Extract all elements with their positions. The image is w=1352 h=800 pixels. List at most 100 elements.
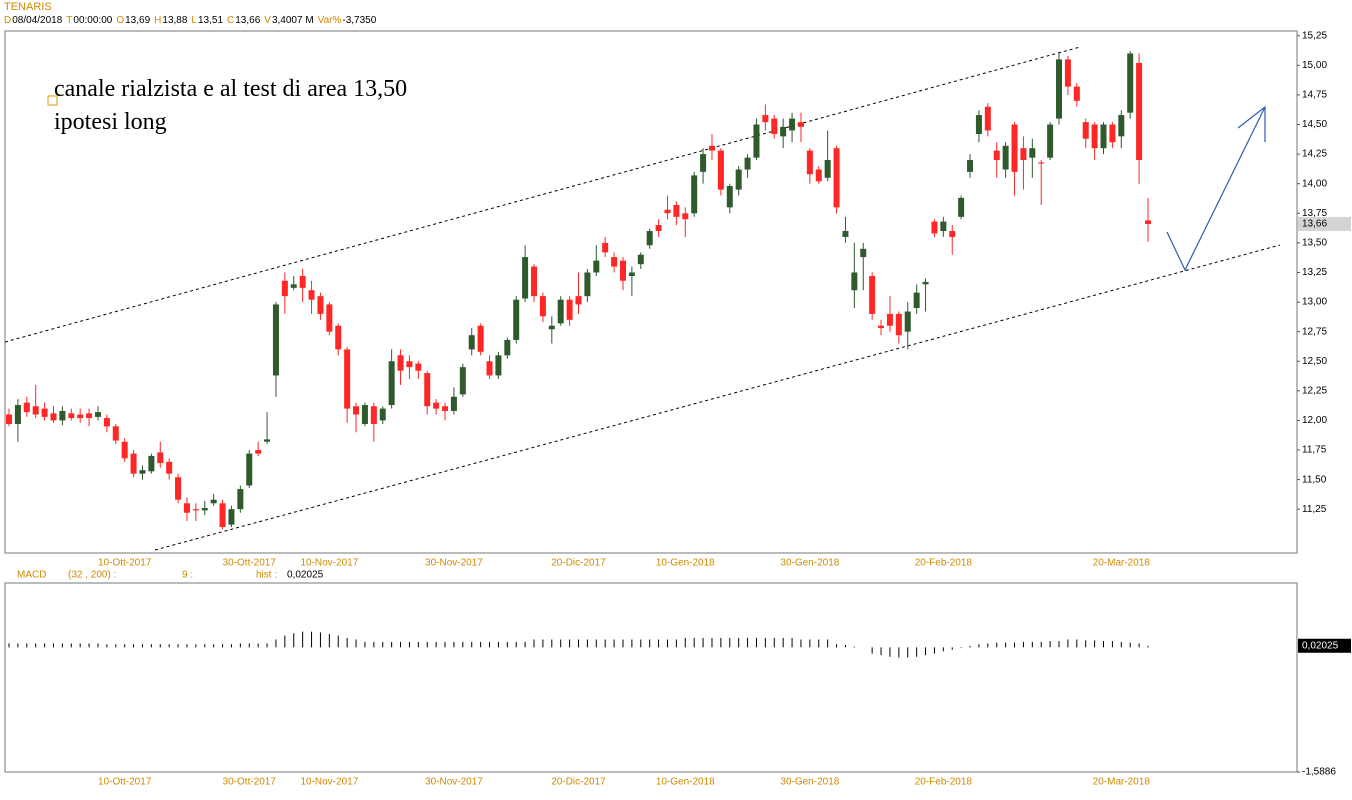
y-tick-label: 13,25 bbox=[1302, 267, 1327, 278]
candle-body bbox=[112, 426, 119, 441]
x-tick-label: 30-Gen-2018 bbox=[780, 777, 839, 788]
macd-hist-value: 0,02025 bbox=[287, 570, 324, 581]
candle-body bbox=[77, 414, 84, 419]
legend-value: 3,4007 M bbox=[271, 15, 314, 26]
candle-body bbox=[673, 205, 680, 217]
candle-body bbox=[628, 272, 635, 277]
candle-body bbox=[584, 272, 591, 297]
legend-key: Var% bbox=[317, 15, 342, 26]
candle-body bbox=[1047, 124, 1054, 158]
candle-body bbox=[290, 284, 297, 288]
candle-body bbox=[833, 148, 840, 208]
x-tick-label: 20-Feb-2018 bbox=[915, 777, 973, 788]
last-value-label: 13,66 bbox=[1302, 219, 1327, 230]
candle-body bbox=[210, 499, 217, 504]
x-tick-label: 20-Mar-2018 bbox=[1093, 558, 1151, 569]
candle-body bbox=[468, 335, 475, 350]
y-tick-label: 13,75 bbox=[1302, 208, 1327, 219]
y-tick-label: 12,75 bbox=[1302, 326, 1327, 337]
x-tick-label: 20-Dic-2017 bbox=[551, 777, 606, 788]
annotation-anchor bbox=[47, 95, 58, 106]
x-tick-label: 30-Nov-2017 bbox=[425, 558, 483, 569]
candle-body bbox=[922, 281, 929, 285]
candle-body bbox=[726, 186, 733, 208]
candle-body bbox=[442, 406, 449, 411]
y-tick-label: 12,00 bbox=[1302, 415, 1327, 426]
candle-body bbox=[700, 154, 707, 172]
y-tick-label: 11,75 bbox=[1302, 445, 1327, 456]
y-tick-label: 14,50 bbox=[1302, 119, 1327, 130]
legend-item: L13,51 bbox=[191, 15, 223, 26]
legend-item: H13,88 bbox=[154, 15, 187, 26]
candle-body bbox=[317, 296, 324, 314]
candle-body bbox=[335, 325, 342, 350]
x-tick-label: 10-Ott-2017 bbox=[98, 777, 152, 788]
candle-body bbox=[495, 355, 502, 376]
y-tick-label: 14,00 bbox=[1302, 178, 1327, 189]
candle-body bbox=[272, 304, 279, 376]
legend-item: V3,4007 M bbox=[264, 15, 313, 26]
candle-body bbox=[326, 304, 333, 332]
candle-body bbox=[397, 355, 404, 371]
y-tick-label: 13,50 bbox=[1302, 238, 1327, 249]
candle-body bbox=[1127, 53, 1134, 113]
candle-body bbox=[477, 325, 484, 352]
arrow-head bbox=[1237, 105, 1266, 142]
candle-body bbox=[41, 408, 48, 417]
candle-body bbox=[415, 363, 422, 371]
x-tick-label: 10-Gen-2018 bbox=[656, 777, 715, 788]
candle-body bbox=[913, 292, 920, 308]
legend-value: 13,88 bbox=[162, 15, 188, 26]
candle-body bbox=[344, 349, 351, 409]
candle-body bbox=[637, 254, 644, 265]
candle-body bbox=[68, 413, 75, 419]
candle-body bbox=[664, 209, 671, 214]
candle-body bbox=[379, 408, 386, 421]
candle-body bbox=[878, 325, 885, 329]
candle-body bbox=[904, 311, 911, 332]
lower-channel-line bbox=[154, 244, 1281, 551]
candle-body bbox=[370, 406, 377, 424]
candle-body bbox=[1091, 124, 1098, 149]
legend-item: Var%-3,7350 bbox=[318, 15, 377, 26]
legend-key: H bbox=[154, 15, 162, 26]
last-value-label: 0,02025 bbox=[1302, 640, 1339, 651]
candle-body bbox=[611, 257, 618, 267]
candle-body bbox=[388, 361, 395, 406]
price-pane bbox=[4, 30, 1298, 554]
legend-key: C bbox=[227, 15, 235, 26]
macd-param: 9 : bbox=[182, 570, 193, 581]
legend-item: D08/04/2018 bbox=[4, 15, 62, 26]
ohlc-header: D08/04/2018 T00:00:00 O13,69 H13,88 L13,51 C1… bbox=[4, 15, 376, 26]
candle-body bbox=[789, 118, 796, 131]
legend-value: 13,66 bbox=[235, 15, 261, 26]
y-tick-label: 14,25 bbox=[1302, 149, 1327, 160]
candle-body bbox=[958, 197, 965, 217]
candle-body bbox=[353, 406, 360, 415]
candle-body bbox=[949, 231, 956, 237]
projection-arrow bbox=[1166, 106, 1266, 272]
x-tick-label: 10-Nov-2017 bbox=[300, 777, 358, 788]
candle-body bbox=[361, 405, 368, 424]
y-tick-label: -1,5886 bbox=[1302, 767, 1336, 778]
candle-body bbox=[575, 296, 582, 305]
y-tick-label: 14,75 bbox=[1302, 90, 1327, 101]
legend-item: O13,69 bbox=[116, 15, 150, 26]
candle-body bbox=[1002, 145, 1009, 170]
x-tick-label: 10-Ott-2017 bbox=[98, 558, 152, 569]
candle-body bbox=[1020, 148, 1027, 161]
candle-body bbox=[246, 453, 253, 486]
candle-body bbox=[450, 396, 457, 411]
candle-body bbox=[682, 213, 689, 220]
candle-body bbox=[860, 248, 867, 258]
candle-body bbox=[593, 260, 600, 273]
y-tick-label: 15,25 bbox=[1302, 30, 1327, 41]
candle-body bbox=[744, 157, 751, 170]
candle-body bbox=[50, 413, 57, 421]
candle-body bbox=[566, 299, 573, 320]
candle-body bbox=[931, 221, 938, 234]
candle-body bbox=[619, 260, 626, 281]
candle-body bbox=[14, 405, 21, 424]
candle-body bbox=[1100, 124, 1107, 149]
